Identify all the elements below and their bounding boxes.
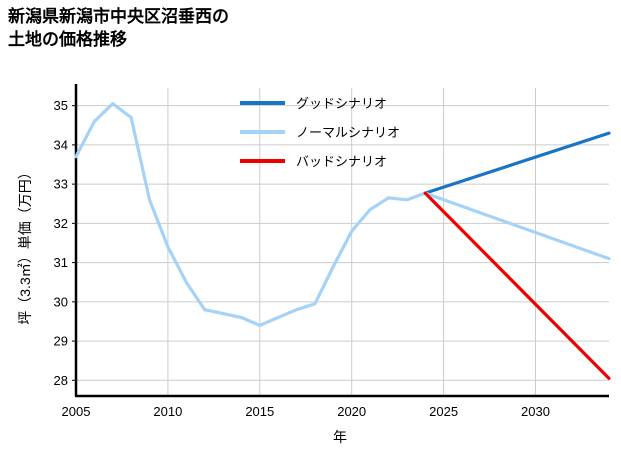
x-tick-label: 2030 <box>521 404 550 419</box>
x-tick-label: 2005 <box>62 404 91 419</box>
y-tick-label: 30 <box>54 294 68 309</box>
x-tick-label: 2020 <box>337 404 366 419</box>
legend-label: ノーマルシナリオ <box>296 125 400 140</box>
x-axis-title: 年 <box>333 429 347 445</box>
x-tick-label: 2025 <box>429 404 458 419</box>
y-tick-label: 29 <box>54 334 68 349</box>
y-tick-label: 34 <box>54 137 68 152</box>
y-tick-label: 32 <box>54 216 68 231</box>
y-axis-tick-labels: 28 29 30 31 32 33 34 35 <box>54 98 68 388</box>
y-tick-label: 28 <box>54 373 68 388</box>
axis-lines <box>72 84 609 398</box>
series-line-normal <box>74 102 611 327</box>
x-tick-label: 2010 <box>153 404 182 419</box>
y-tick-label: 31 <box>54 255 68 270</box>
y-tick-label: 33 <box>54 177 68 192</box>
legend-label: グッドシナリオ <box>296 96 387 111</box>
series-lines <box>74 102 611 380</box>
x-axis-tick-labels: 2005 2010 2015 2020 2025 2030 <box>62 404 550 419</box>
series-line-bad <box>423 191 611 380</box>
x-tick-label: 2015 <box>245 404 274 419</box>
legend-label: バッドシナリオ <box>296 154 387 169</box>
series-line-good <box>423 131 611 195</box>
gridlines <box>75 88 609 396</box>
chart-title: 新潟県新潟市中央区沼垂西の 土地の価格推移 <box>8 7 229 49</box>
y-axis-title: 坪（3.3㎡）単価（万円） <box>17 165 33 324</box>
y-tick-label: 35 <box>54 98 68 113</box>
